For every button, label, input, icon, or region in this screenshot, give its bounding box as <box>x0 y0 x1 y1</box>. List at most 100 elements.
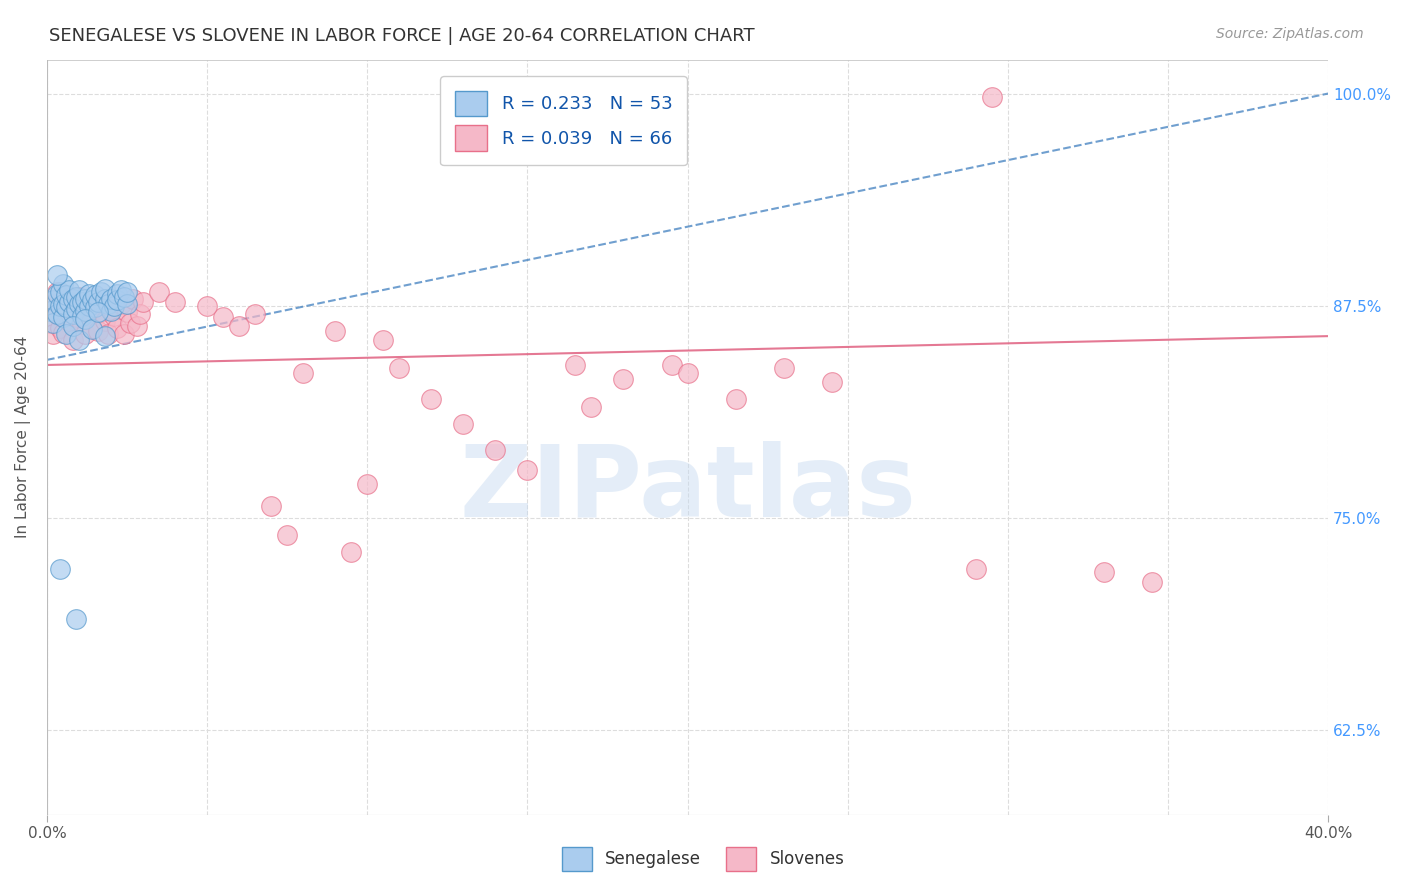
Text: Source: ZipAtlas.com: Source: ZipAtlas.com <box>1216 27 1364 41</box>
Point <box>62 307 84 321</box>
Point <box>84 297 107 311</box>
Point <box>65 310 87 325</box>
Point <box>276 527 298 541</box>
Point <box>75 292 97 306</box>
Point <box>49 285 72 299</box>
Point <box>612 371 634 385</box>
Point <box>42 316 65 330</box>
Point <box>90 285 112 299</box>
Point <box>165 295 187 310</box>
Point <box>212 310 235 325</box>
Point <box>62 292 84 306</box>
Point <box>93 292 115 306</box>
Point <box>70 295 93 310</box>
Point <box>87 295 110 310</box>
Point <box>103 299 125 313</box>
Point <box>75 312 97 326</box>
Point <box>100 303 122 318</box>
Point <box>97 327 120 342</box>
Point <box>323 324 346 338</box>
Point <box>42 293 65 308</box>
Point <box>128 307 150 321</box>
Point <box>52 295 75 310</box>
Point <box>49 561 72 575</box>
Point <box>97 297 120 311</box>
Point <box>120 316 142 330</box>
Point <box>93 282 115 296</box>
Point <box>115 285 138 299</box>
Point <box>87 324 110 338</box>
Point <box>52 277 75 291</box>
Point <box>148 285 170 299</box>
Point <box>420 392 443 406</box>
Point <box>676 367 699 381</box>
Point <box>1092 565 1115 579</box>
Point <box>93 329 115 343</box>
Point <box>80 320 103 334</box>
Point <box>821 375 844 389</box>
Point <box>55 288 77 302</box>
Point <box>42 327 65 342</box>
Point <box>581 401 603 415</box>
Point <box>45 286 67 301</box>
Point <box>58 295 80 310</box>
Point <box>67 290 90 304</box>
Point <box>87 305 110 319</box>
Point <box>65 612 87 626</box>
Legend: Senegalese, Slovenes: Senegalese, Slovenes <box>554 839 852 880</box>
Point <box>77 299 100 313</box>
Point <box>243 307 266 321</box>
Point <box>484 442 506 457</box>
Point <box>125 318 148 333</box>
Point <box>103 309 125 323</box>
Point <box>122 292 145 306</box>
Point <box>107 286 129 301</box>
Point <box>39 316 62 330</box>
Point <box>772 361 794 376</box>
Point <box>93 314 115 328</box>
Legend: R = 0.233   N = 53, R = 0.039   N = 66: R = 0.233 N = 53, R = 0.039 N = 66 <box>440 76 688 165</box>
Point <box>75 303 97 318</box>
Point <box>58 314 80 328</box>
Point <box>228 318 250 333</box>
Point <box>80 322 103 336</box>
Point <box>45 307 67 321</box>
Point <box>107 293 129 308</box>
Point <box>356 476 378 491</box>
Point <box>65 301 87 316</box>
Point <box>107 320 129 334</box>
Point <box>45 268 67 282</box>
Point <box>84 300 107 314</box>
Point <box>980 90 1002 104</box>
Point <box>110 297 132 311</box>
Point <box>70 318 93 332</box>
Point <box>115 297 138 311</box>
Point <box>110 283 132 297</box>
Point <box>965 561 987 575</box>
Point <box>80 293 103 308</box>
Point <box>112 327 135 342</box>
Point <box>1140 575 1163 590</box>
Point <box>373 333 395 347</box>
Y-axis label: In Labor Force | Age 20-64: In Labor Force | Age 20-64 <box>15 336 31 538</box>
Point <box>453 417 475 432</box>
Point <box>112 290 135 304</box>
Point <box>100 301 122 316</box>
Point <box>52 310 75 325</box>
Point <box>67 333 90 347</box>
Point <box>77 309 100 323</box>
Text: ZIPatlas: ZIPatlas <box>460 442 915 539</box>
Point <box>49 320 72 334</box>
Point <box>67 301 90 316</box>
Point <box>100 292 122 306</box>
Point <box>58 292 80 306</box>
Text: SENEGALESE VS SLOVENE IN LABOR FORCE | AGE 20-64 CORRELATION CHART: SENEGALESE VS SLOVENE IN LABOR FORCE | A… <box>49 27 755 45</box>
Point <box>52 297 75 311</box>
Point <box>340 544 363 558</box>
Point <box>516 463 538 477</box>
Point <box>39 303 62 318</box>
Point <box>49 299 72 313</box>
Point <box>724 392 747 406</box>
Point <box>58 283 80 297</box>
Point <box>75 299 97 313</box>
